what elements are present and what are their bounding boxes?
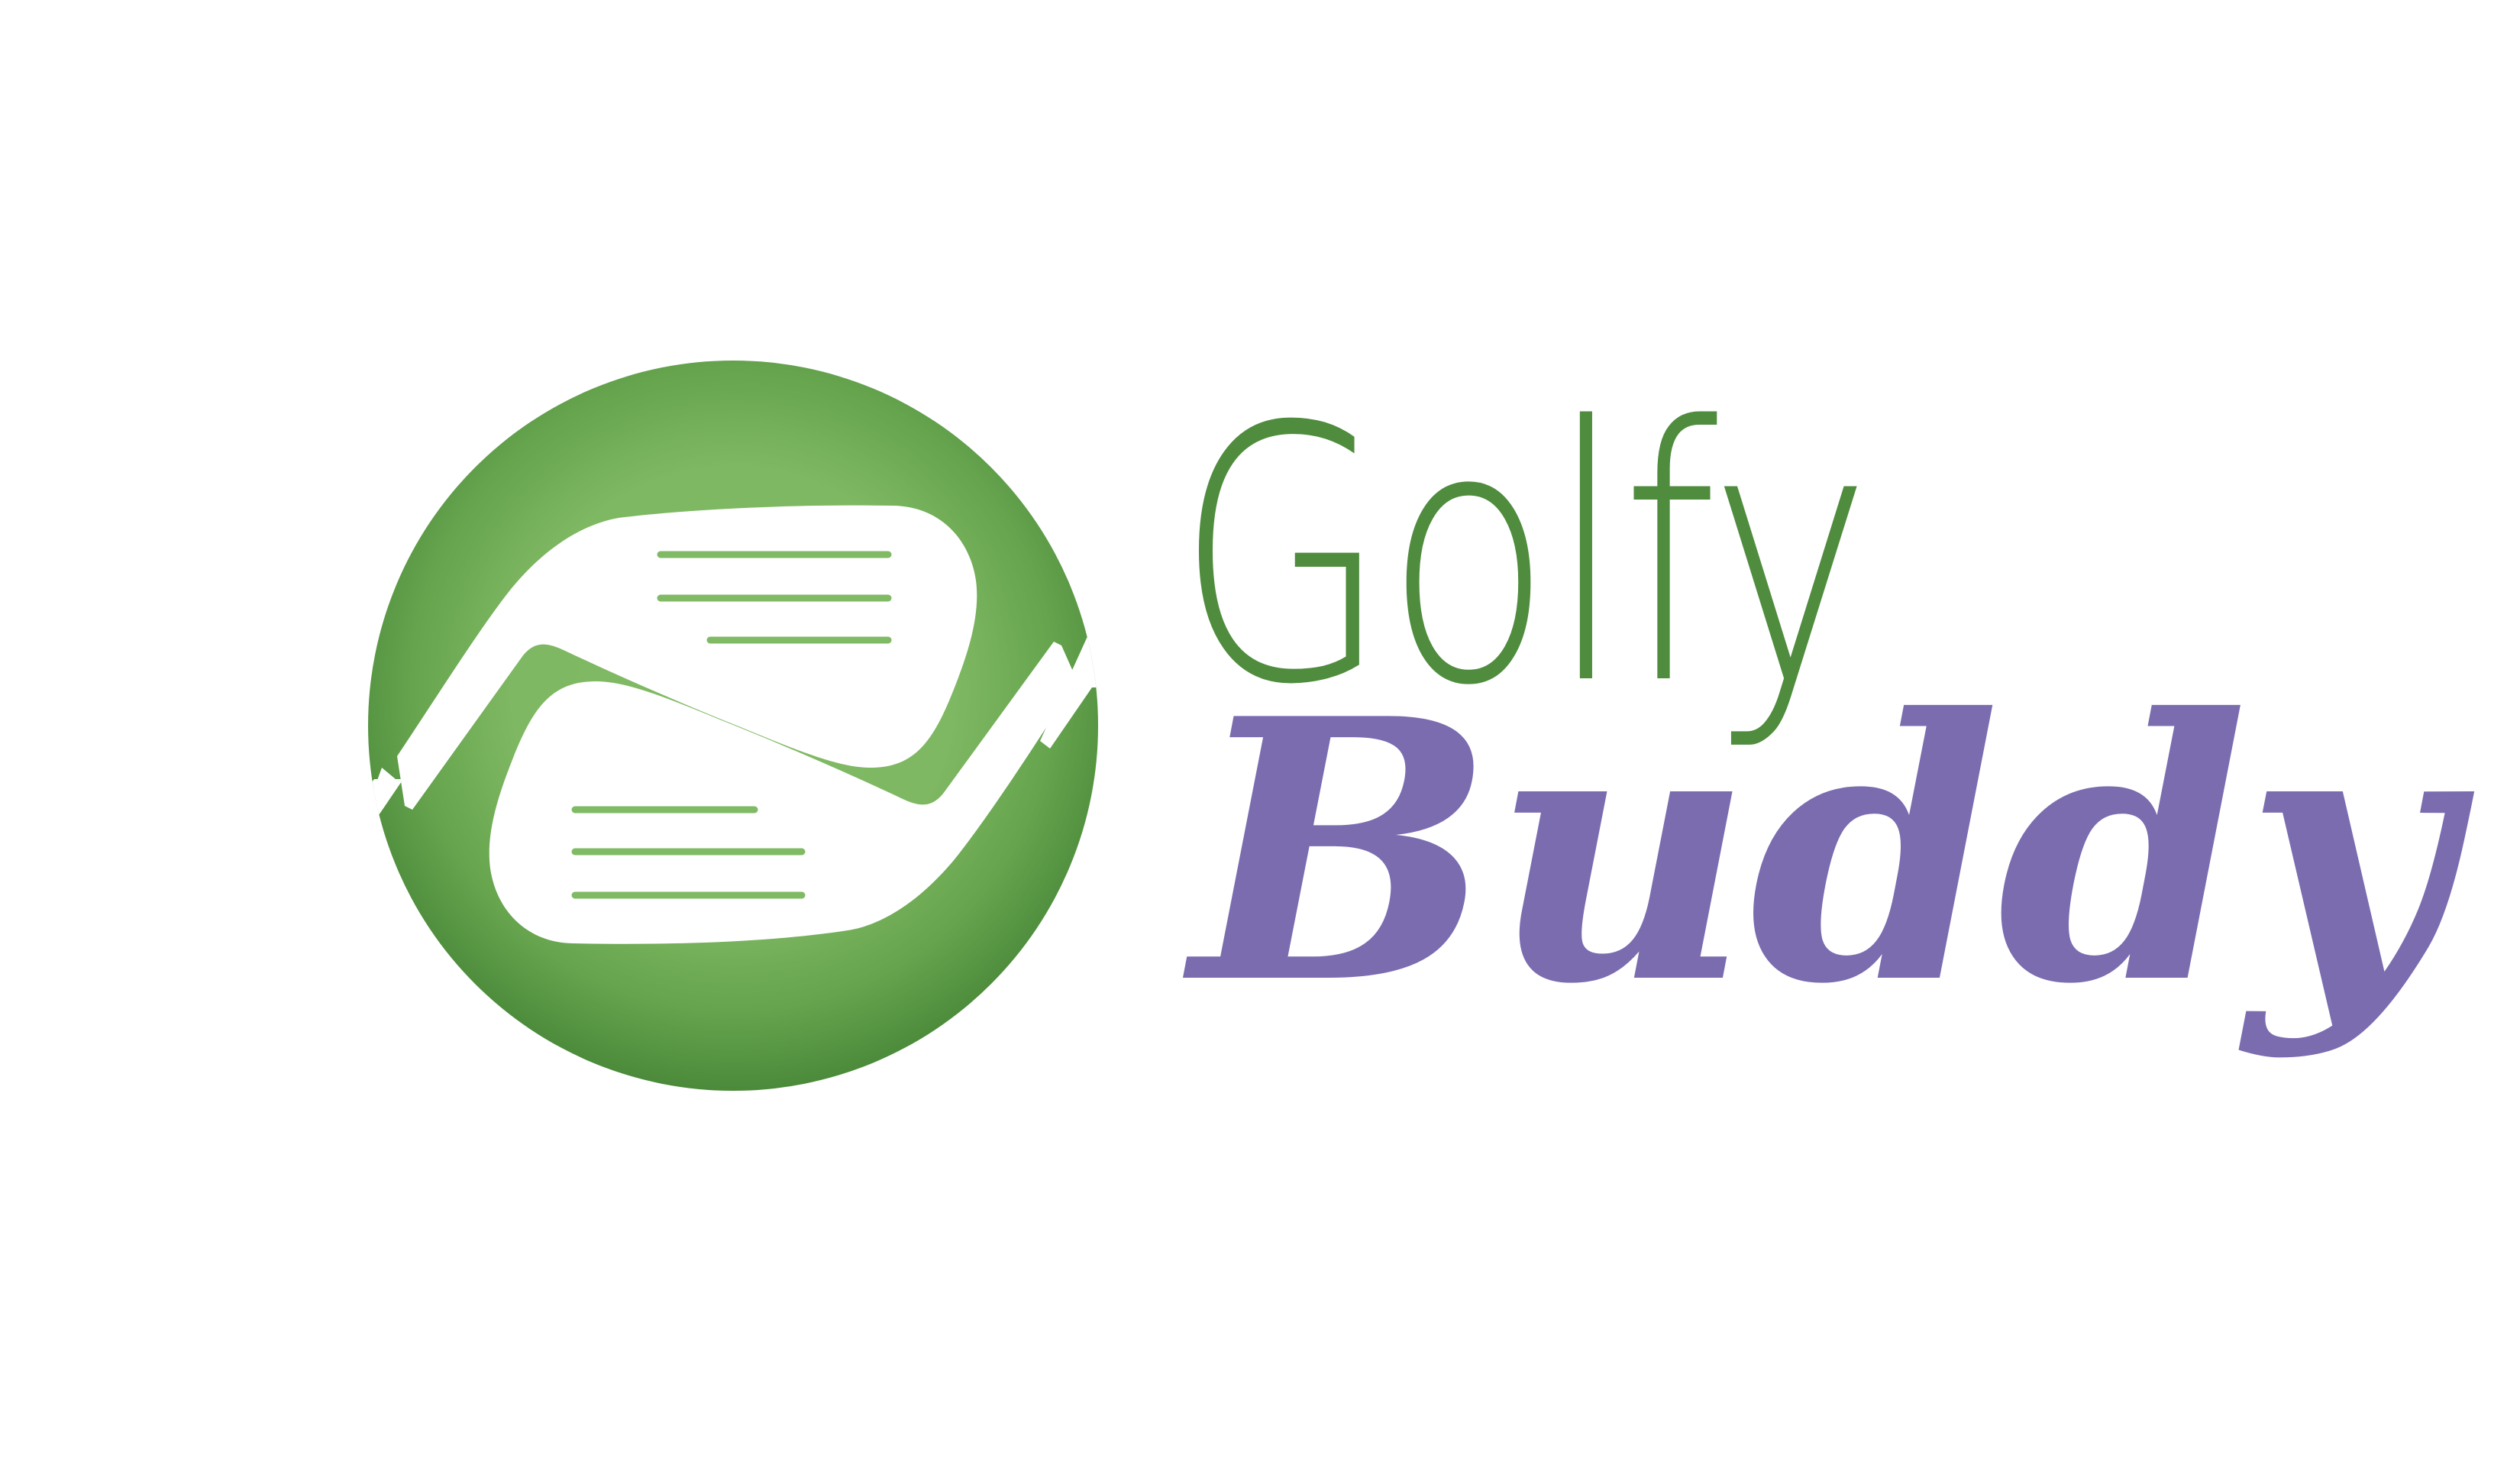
emblem-cut-upper [1040, 626, 1098, 749]
brand-word-buddy: Buddy [1191, 641, 2454, 1063]
golf-club-heads-icon [368, 361, 1098, 1091]
club-grooves-lower [571, 806, 806, 899]
club-head-upper [368, 505, 977, 810]
wordmark: Golfy Buddy [1176, 353, 2454, 1222]
club-grooves-upper [657, 551, 892, 644]
club-head-lower [489, 642, 1077, 944]
brand-word-golfy: Golfy [1176, 353, 1872, 762]
